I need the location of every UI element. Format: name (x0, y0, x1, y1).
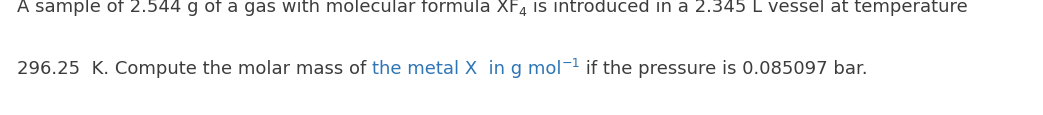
Text: 296.25  K. Compute the molar mass of: 296.25 K. Compute the molar mass of (17, 60, 371, 78)
Text: A sample of 2.544 g of a gas with molecular formula XF: A sample of 2.544 g of a gas with molecu… (17, 0, 518, 16)
Text: −1: −1 (561, 57, 580, 70)
Text: is introduced in a 2.345 L vessel at temperature: is introduced in a 2.345 L vessel at tem… (527, 0, 968, 16)
Text: in g mol: in g mol (477, 60, 561, 78)
Text: 4: 4 (518, 6, 527, 19)
Text: the metal X: the metal X (371, 60, 477, 78)
Text: if the pressure is 0.085097 bar.: if the pressure is 0.085097 bar. (580, 60, 868, 78)
